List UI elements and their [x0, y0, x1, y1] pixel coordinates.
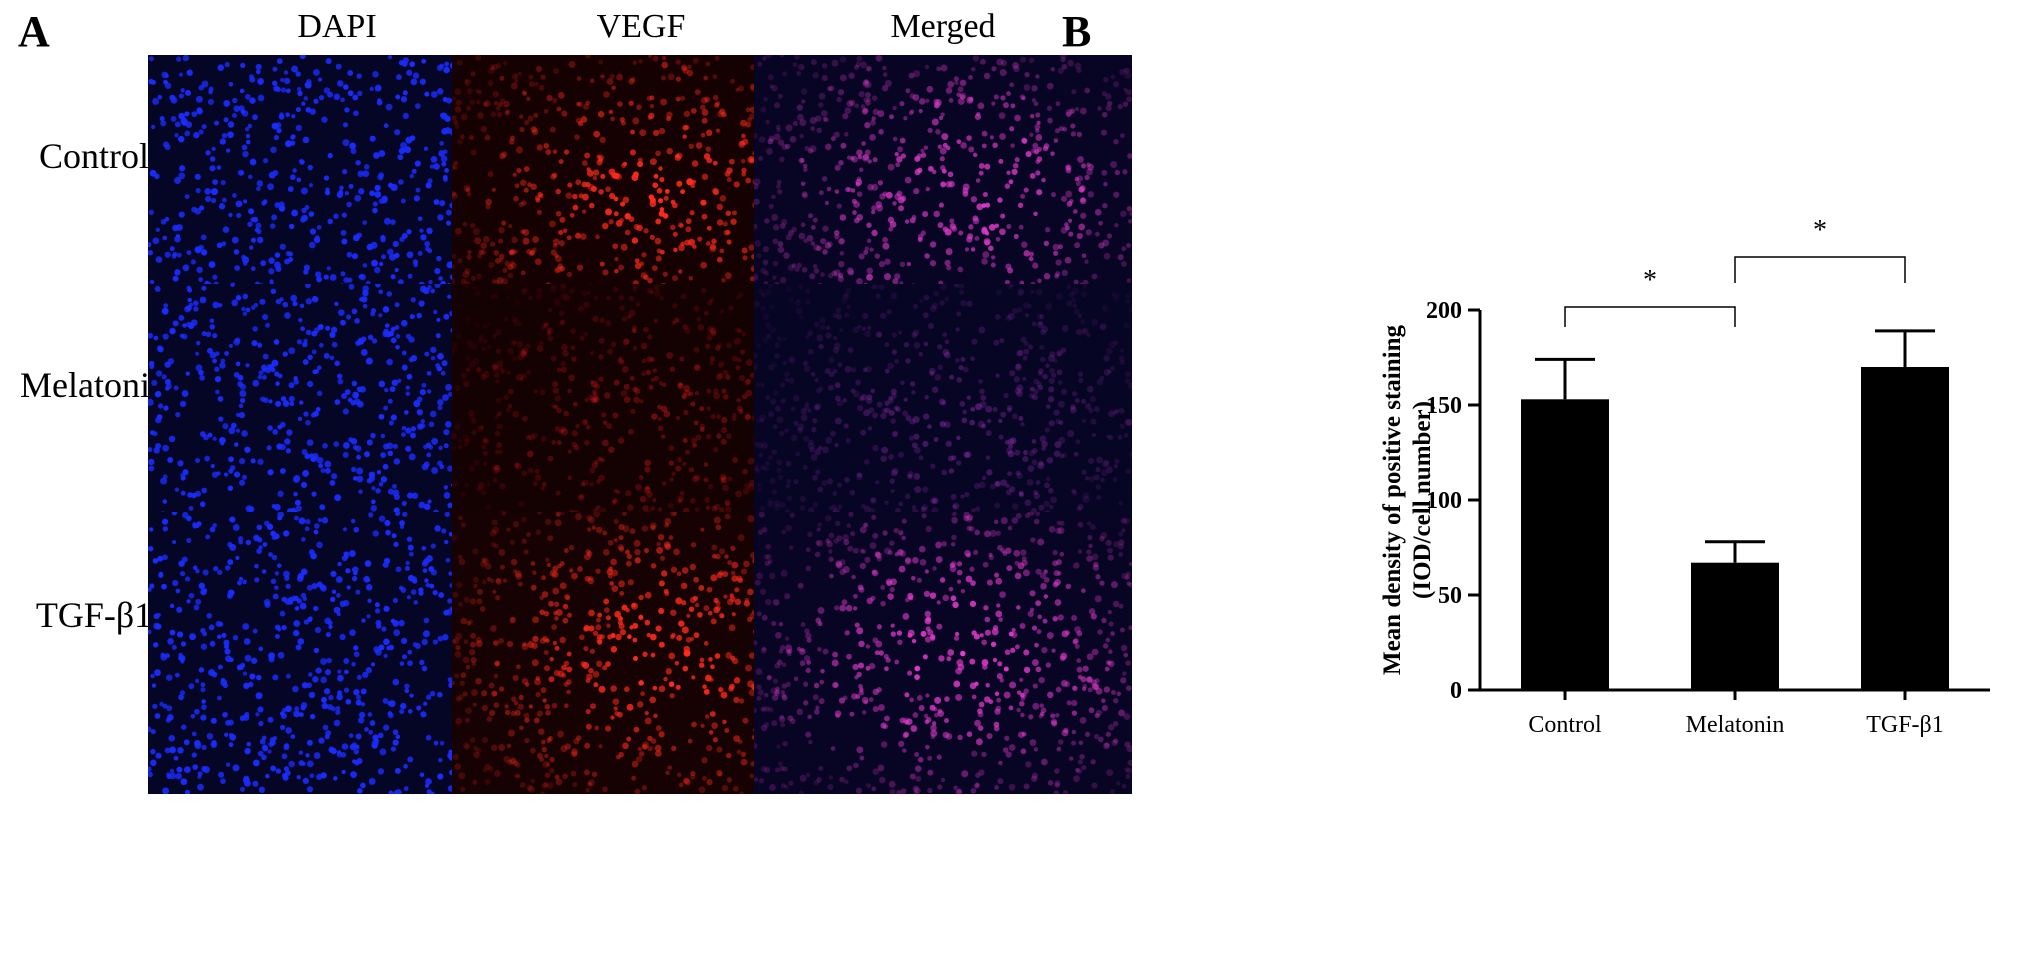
panel-b-letter: B	[1062, 7, 1092, 56]
bar-control	[1521, 399, 1609, 690]
y-tick-label: 0	[1450, 678, 1462, 704]
column-header-merged: Merged	[890, 8, 996, 45]
bar-melatonin	[1691, 562, 1779, 690]
row-label-tgf-b1: TGF-β1	[35, 595, 153, 635]
y-axis-label-line1: Mean density of positive staining	[1379, 324, 1406, 675]
y-tick-label: 150	[1426, 393, 1462, 419]
significance-bracket	[1734, 256, 1906, 283]
x-tick-label: Melatonin	[1686, 712, 1785, 738]
y-tick-label: 100	[1426, 488, 1462, 514]
bar-chart: 0 50 100 150 200 Control Melatonin TGF-β1 * * Mean…	[1379, 215, 1990, 738]
y-axis-label-line2: (IOD/cell number)	[1409, 401, 1436, 599]
significance-star: *	[1643, 265, 1657, 296]
y-tick-label: 200	[1426, 298, 1462, 324]
row-label-control: Control	[38, 136, 149, 176]
x-tick-label: Control	[1528, 712, 1602, 738]
column-header-dapi: DAPI	[297, 8, 377, 45]
bar-tgf-β1	[1861, 367, 1949, 690]
x-tick-label: TGF-β1	[1866, 712, 1944, 738]
column-header-vegf: VEGF	[596, 8, 686, 45]
row-label-melatonin: Melatonin	[20, 365, 168, 405]
micrograph-merged-tgf-b1	[754, 512, 1132, 794]
significance-star: *	[1813, 215, 1827, 246]
significance-bracket	[1564, 306, 1736, 327]
y-tick-label: 50	[1438, 583, 1462, 609]
panel-a-letter: A	[18, 7, 50, 56]
